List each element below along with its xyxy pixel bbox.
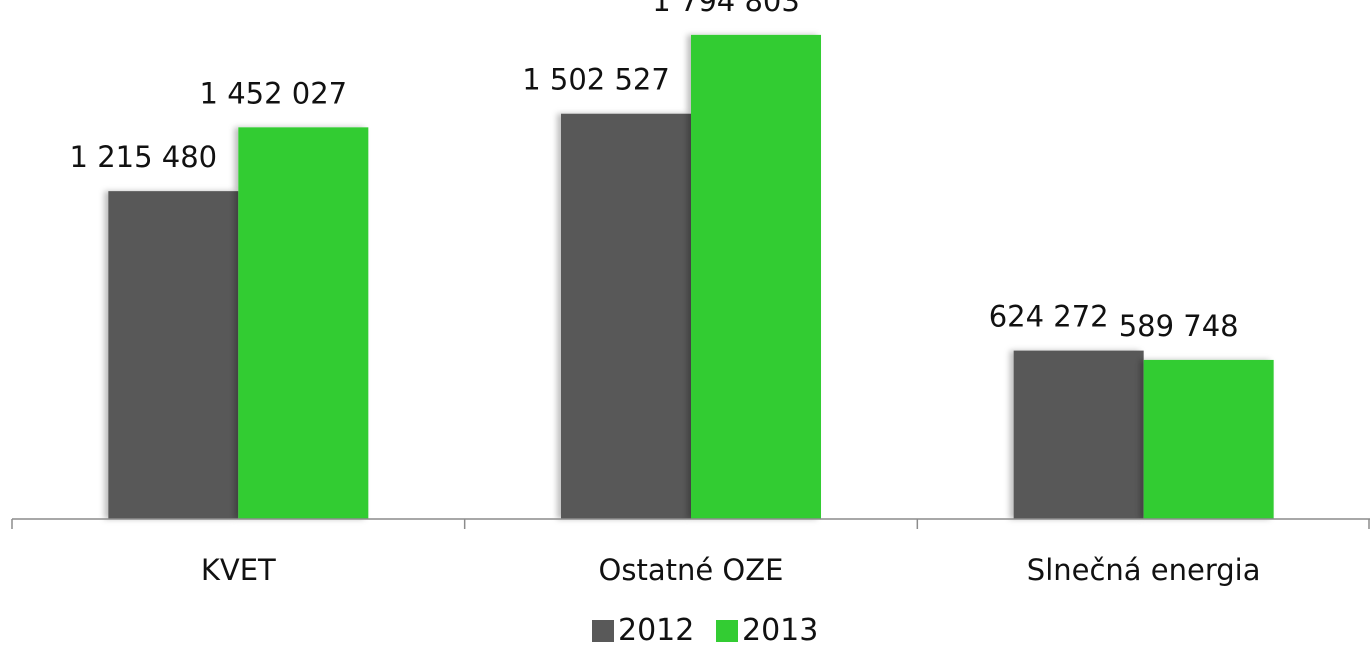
bar-2012-1 <box>561 113 691 519</box>
x-axis <box>11 518 1370 529</box>
category-label-0: KVET <box>201 553 276 587</box>
category-label-1: Ostatné OZE <box>599 553 784 587</box>
legend-label-2012: 2012 <box>618 613 694 648</box>
bar-2012-2 <box>1013 350 1144 519</box>
legend: 2012 2013 <box>592 613 818 648</box>
category-labels-group: KVET Ostatné OZE Slnečná energia <box>201 553 1261 587</box>
legend-swatch-2012 <box>592 620 614 642</box>
data-labels-group: 1 215 480 1 452 027 1 502 527 1 794 803 624 … <box>70 0 1239 343</box>
bar-2013-1 <box>691 34 821 519</box>
data-label-2012-1: 1 502 527 <box>522 63 670 97</box>
data-label-2012-0: 1 215 480 <box>70 140 218 174</box>
category-label-2: Slnečná energia <box>1027 553 1261 587</box>
bars-group <box>108 34 1274 519</box>
legend-label-2013: 2013 <box>742 613 818 648</box>
bar-2012-0 <box>108 191 239 519</box>
data-label-2013-2: 589 748 <box>1119 309 1239 343</box>
legend-swatch-2013 <box>716 620 738 642</box>
bar-2013-2 <box>1143 359 1274 519</box>
data-label-2012-2: 624 272 <box>989 300 1109 334</box>
data-label-2013-1: 1 794 803 <box>652 0 800 18</box>
data-label-2013-0: 1 452 027 <box>200 76 348 110</box>
bar-2013-0 <box>238 127 369 519</box>
